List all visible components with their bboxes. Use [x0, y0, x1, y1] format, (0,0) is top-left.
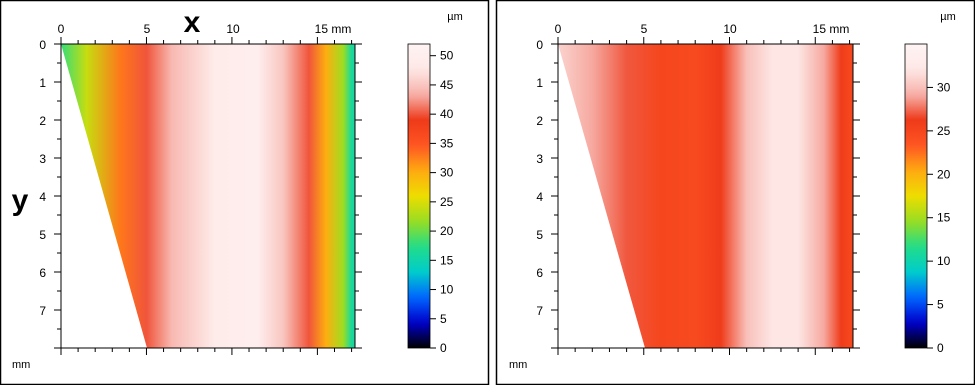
panel-2-y-tick-label: 2	[536, 114, 543, 128]
panel-2: 0 5 10 15 mm 0 1 2 3 4 5 6 7 mm µm 0 5 10 1…	[495, 0, 975, 385]
panel-2-y-tick-label: 1	[536, 76, 543, 90]
panel-2-y-tick-label: 4	[536, 190, 543, 204]
panel-1-x-tick-label: 10	[226, 22, 240, 36]
panel-2-heatmap-surface	[558, 44, 853, 348]
panel-2-colorbar-tick-label: 0	[937, 341, 944, 355]
panel-1-y-tick-label: 1	[39, 76, 46, 90]
panel-2-x-ticks	[557, 37, 851, 355]
panel-1-colorbar-tick-label: 45	[440, 78, 454, 92]
panel-1-colorbar-tick-label: 0	[440, 341, 447, 355]
panel-1-y-axis-title: y	[12, 184, 29, 217]
panel-2-x-tick-label: 10	[723, 22, 737, 36]
panel-2-x-tick-label: 5	[641, 22, 648, 36]
panel-1-colorbar-tick-label: 10	[440, 283, 454, 297]
panel-2-x-tick-label: 15 mm	[813, 22, 850, 36]
panel-1-y-tick-label: 3	[39, 152, 46, 166]
panel-2-y-tick-label: 7	[536, 304, 543, 318]
panel-1-y-tick-label: 6	[39, 266, 46, 280]
panel-2-y-tick-label: 5	[536, 228, 543, 242]
panel-2-colorbar-ticks: 0 5 10 15 20 25 30	[927, 80, 951, 355]
panel-1-colorbar-ticks: 0 5 10 15 20 25 30 35 40 45 50	[430, 49, 454, 355]
panel-1-colorbar-tick-label: 50	[440, 49, 454, 63]
panel-1-x-tick-label: 0	[58, 22, 65, 36]
panel-2-colorbar	[904, 43, 928, 349]
panel-1-y-tick-label: 5	[39, 228, 46, 242]
panel-1-x-tick-label: 15 mm	[315, 22, 352, 36]
panel-1-y-tick-label: 0	[39, 38, 46, 52]
panel-2-colorbar-tick-label: 15	[937, 211, 951, 225]
panel-1-x-tick-label: 5	[144, 22, 151, 36]
panel-2-y-tick-label: 6	[536, 266, 543, 280]
panel-1-colorbar-tick-label: 35	[440, 136, 454, 150]
panel-1-y-tick-label: 2	[39, 114, 46, 128]
panel-2-colorbar-tick-label: 25	[937, 124, 951, 138]
panel-2-x-tick-label: 0	[555, 22, 562, 36]
panel-1-y-tick-label: 4	[39, 190, 46, 204]
panel-2-colorbar-tick-label: 5	[937, 298, 944, 312]
panel-2-y-tick-label: 3	[536, 152, 543, 166]
panel-1-y-tick-label: 7	[39, 304, 46, 318]
panel-1-colorbar-unit: µm	[447, 11, 463, 23]
panel-2-colorbar-unit: µm	[940, 11, 956, 23]
panel-2-y-tick-label: 0	[536, 38, 543, 52]
panel-1-x-axis-title: x	[184, 6, 201, 39]
panel-1-colorbar-tick-label: 30	[440, 166, 454, 180]
panel-2-colorbar-tick-label: 20	[937, 167, 951, 181]
panel-2-y-unit: mm	[509, 359, 527, 371]
panel-1-colorbar-tick-label: 15	[440, 253, 454, 267]
panel-2-colorbar-tick-label: 30	[937, 80, 951, 94]
panel-1-x-ticks	[60, 37, 353, 355]
panel-1-colorbar-tick-label: 25	[440, 195, 454, 209]
panel-1-colorbar-tick-label: 40	[440, 107, 454, 121]
panel-1: 0 5 10 15 mm 0 1 2 3 4 5 6 7 mm x y µm 0…	[0, 0, 490, 385]
panel-2-y-ticks	[551, 43, 860, 349]
panel-1-y-unit: mm	[12, 359, 30, 371]
panel-1-colorbar	[407, 43, 431, 349]
panel-1-colorbar-tick-label: 20	[440, 224, 454, 238]
panel-1-colorbar-tick-label: 5	[440, 312, 447, 326]
panel-2-colorbar-tick-label: 10	[937, 254, 951, 268]
panel-1-heatmap-surface	[61, 44, 355, 348]
panel-1-y-ticks	[54, 43, 362, 349]
